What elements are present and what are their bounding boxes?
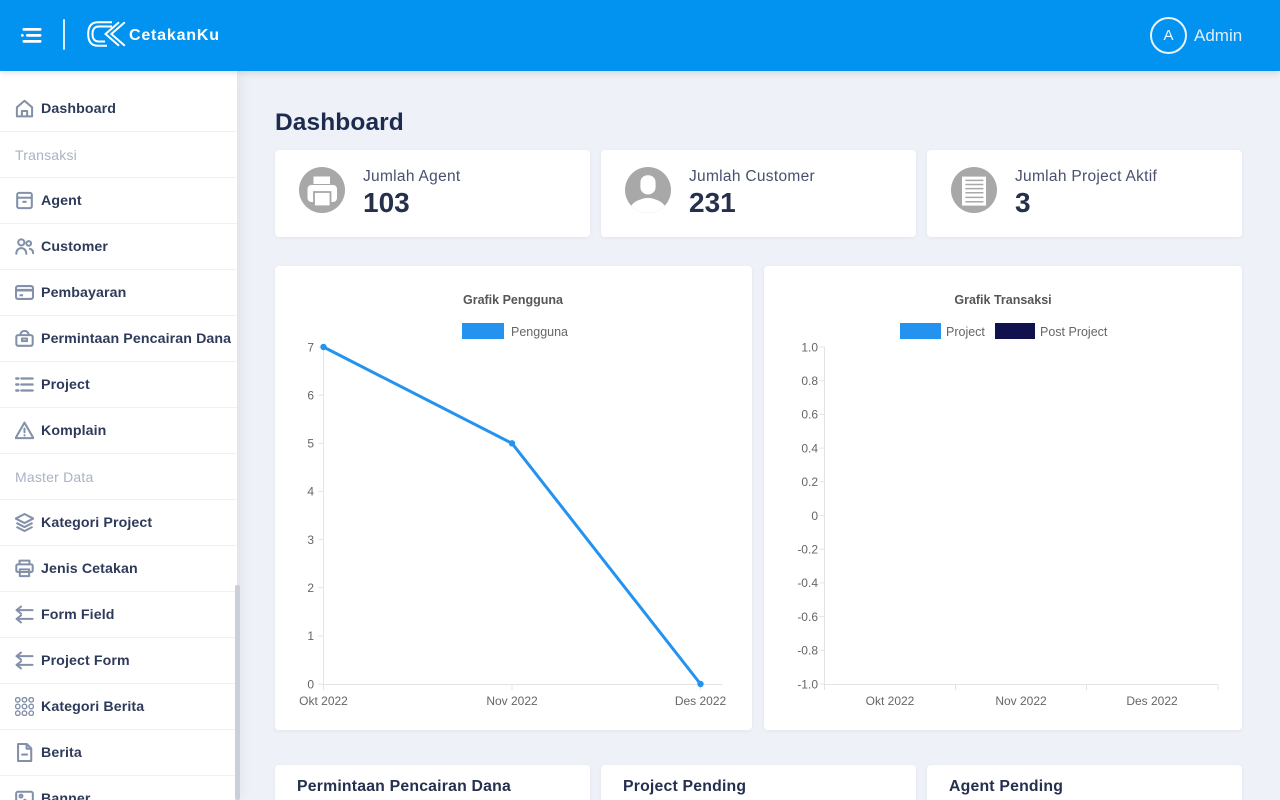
svg-text:0: 0 bbox=[307, 677, 314, 691]
svg-text:-0.2: -0.2 bbox=[797, 543, 818, 557]
svg-text:0.6: 0.6 bbox=[801, 408, 818, 422]
svg-text:Grafik Transaksi: Grafik Transaksi bbox=[954, 293, 1051, 307]
svg-text:Des 2022: Des 2022 bbox=[1126, 694, 1178, 708]
svg-text:Okt 2022: Okt 2022 bbox=[866, 694, 915, 708]
svg-text:0.2: 0.2 bbox=[801, 475, 818, 489]
svg-text:4: 4 bbox=[307, 485, 314, 499]
svg-text:1: 1 bbox=[307, 629, 314, 643]
svg-text:5: 5 bbox=[307, 437, 314, 451]
svg-text:Pengguna: Pengguna bbox=[511, 325, 568, 339]
svg-text:-0.8: -0.8 bbox=[797, 644, 818, 658]
svg-text:Project: Project bbox=[946, 325, 985, 339]
svg-text:0.4: 0.4 bbox=[801, 441, 818, 455]
svg-text:7: 7 bbox=[307, 340, 314, 354]
svg-text:-0.4: -0.4 bbox=[797, 576, 818, 590]
svg-text:Post Project: Post Project bbox=[1040, 325, 1108, 339]
svg-text:3: 3 bbox=[307, 533, 314, 547]
svg-text:0: 0 bbox=[811, 509, 818, 523]
svg-text:Nov 2022: Nov 2022 bbox=[995, 694, 1047, 708]
svg-text:0.8: 0.8 bbox=[801, 374, 818, 388]
svg-text:Okt 2022: Okt 2022 bbox=[299, 694, 348, 708]
svg-text:Grafik Pengguna: Grafik Pengguna bbox=[463, 293, 564, 307]
svg-text:-1.0: -1.0 bbox=[797, 677, 818, 691]
svg-text:1.0: 1.0 bbox=[801, 340, 818, 354]
svg-text:Des 2022: Des 2022 bbox=[675, 694, 727, 708]
svg-text:2: 2 bbox=[307, 581, 314, 595]
svg-text:6: 6 bbox=[307, 388, 314, 402]
svg-text:Nov 2022: Nov 2022 bbox=[486, 694, 538, 708]
svg-text:-0.6: -0.6 bbox=[797, 610, 818, 624]
